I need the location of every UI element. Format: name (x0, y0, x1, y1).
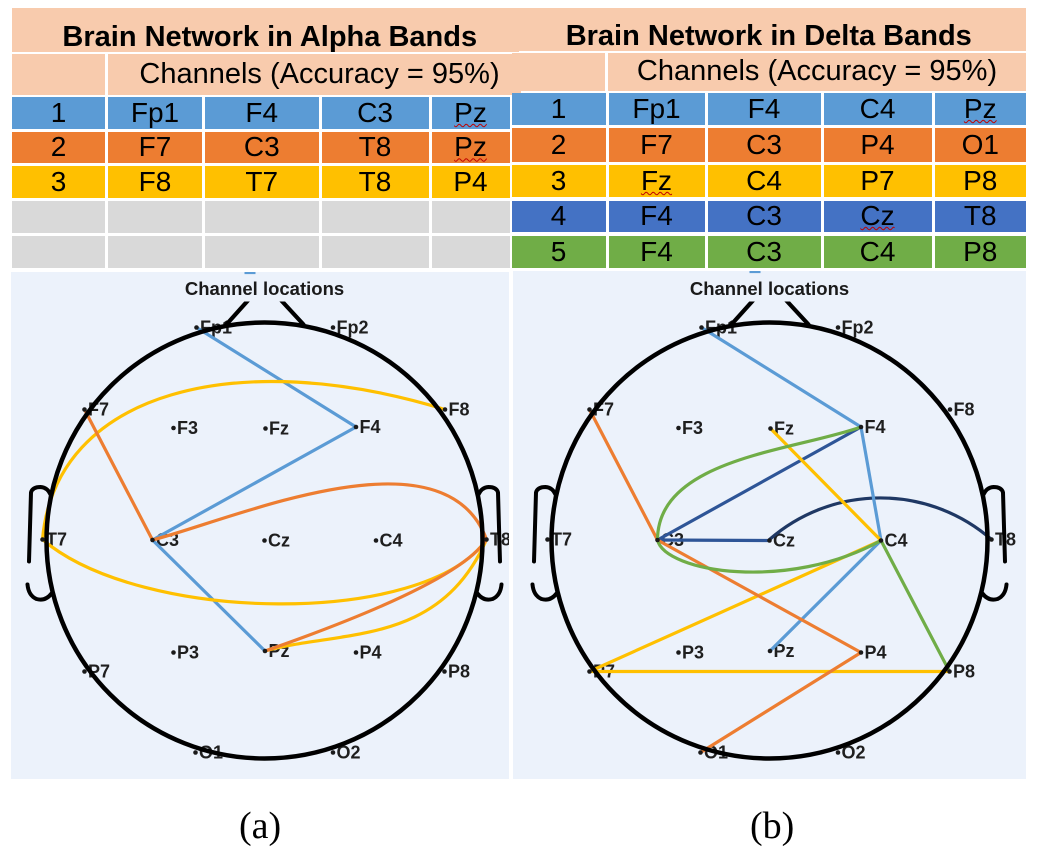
svg-text:Cz: Cz (268, 530, 290, 550)
svg-text:Pz: Pz (773, 641, 794, 661)
svg-text:C4: C4 (379, 530, 402, 550)
svg-text:P4: P4 (359, 642, 381, 662)
svg-text:P8: P8 (953, 661, 975, 681)
svg-text:F4: F4 (864, 417, 885, 437)
svg-text:P3: P3 (177, 642, 199, 662)
svg-text:O2: O2 (841, 742, 865, 762)
svg-text:F4: F4 (359, 417, 380, 437)
svg-text:P4: P4 (864, 642, 886, 662)
svg-text:C4: C4 (884, 530, 907, 550)
svg-text:F8: F8 (953, 399, 974, 419)
svg-text:T7: T7 (551, 529, 572, 549)
svg-text:P3: P3 (682, 642, 704, 662)
svg-text:F3: F3 (177, 418, 198, 438)
svg-text:O2: O2 (336, 742, 360, 762)
svg-text:Fp2: Fp2 (841, 317, 873, 337)
svg-text:Fp2: Fp2 (336, 317, 368, 337)
svg-text:Fz: Fz (269, 418, 289, 438)
svg-text:P8: P8 (448, 661, 470, 681)
svg-text:Channel locations: Channel locations (689, 278, 848, 299)
svg-text:Channel locations: Channel locations (184, 278, 343, 299)
svg-text:Cz: Cz (773, 530, 795, 550)
svg-text:Fz: Fz (774, 418, 794, 438)
svg-text:F3: F3 (682, 418, 703, 438)
svg-text:F8: F8 (448, 399, 469, 419)
